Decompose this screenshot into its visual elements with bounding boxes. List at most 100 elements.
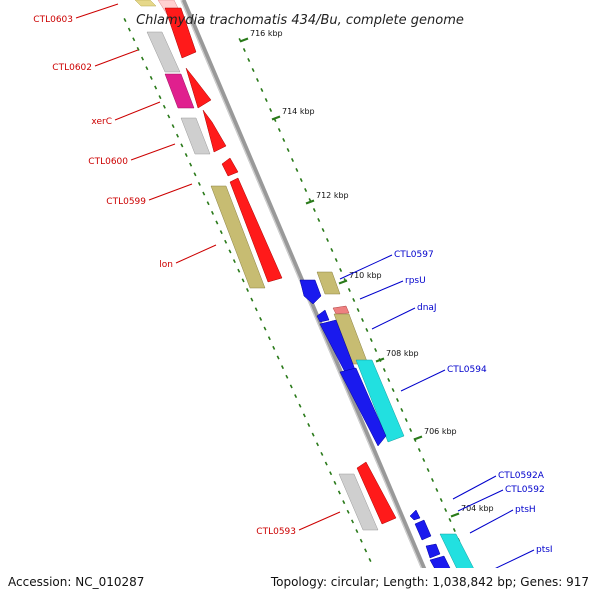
scale-dot <box>272 345 276 350</box>
gene-label-right[interactable]: ptsI <box>536 545 553 555</box>
gene-label-right[interactable]: CTL0594 <box>447 365 487 375</box>
scale-dot <box>356 308 360 312</box>
scale-dot <box>355 529 359 534</box>
gene-label-left[interactable]: CTL0593 <box>256 527 296 537</box>
scale-dot <box>364 548 368 553</box>
gene-feature-ctl0597-tan <box>316 271 341 295</box>
gene-feature-xerc-pink <box>164 73 195 109</box>
leader-line <box>400 369 446 392</box>
tick-label: 706 kbp <box>424 427 457 436</box>
scale-dot <box>350 519 355 524</box>
scale-dot <box>339 268 343 272</box>
scale-dot <box>167 114 171 119</box>
leader-line <box>359 280 404 300</box>
gene-label-left[interactable]: CTL0603 <box>33 15 73 25</box>
gene-features <box>134 0 474 568</box>
gene-feature-ptsh-blue <box>425 543 441 559</box>
scale-dot <box>302 413 306 418</box>
scale-dot <box>439 498 443 502</box>
gene-feature-ctl0593-red <box>356 461 397 525</box>
scale-dot <box>140 56 145 61</box>
scale-dot <box>260 88 264 92</box>
gene-feature-ctl0600-grey <box>180 117 211 155</box>
scale-dot <box>189 162 193 167</box>
scale-dot <box>219 230 223 235</box>
scale-dot <box>435 488 439 492</box>
scale-dot <box>197 181 201 186</box>
scale-dot <box>324 461 328 466</box>
gene-label-left[interactable]: CTL0602 <box>52 63 92 73</box>
scale-dot <box>224 239 228 244</box>
gene-feature-lon-red <box>229 177 283 283</box>
scale-dot <box>365 328 369 332</box>
scale-dot <box>395 398 400 402</box>
scale-dot <box>251 68 255 72</box>
gene-feature-ctl0597-blue <box>299 279 322 305</box>
scale-dot <box>315 442 320 447</box>
scale-dot <box>391 388 395 392</box>
scale-dot <box>242 48 246 52</box>
scale-dot <box>282 138 286 142</box>
scale-dot <box>171 124 175 129</box>
leader-line <box>339 254 393 280</box>
gene-label-right[interactable]: ptsH <box>515 505 536 515</box>
scale-dot <box>329 471 333 476</box>
scale-dot <box>307 423 311 427</box>
scale-dot <box>452 528 456 532</box>
scale-dot <box>360 318 365 322</box>
scale-dots <box>123 18 470 562</box>
tick-label: 714 kbp <box>282 107 315 116</box>
scale-dot <box>180 143 184 148</box>
scale-dot <box>430 478 435 482</box>
gene-feature-ctl0592-blue <box>414 519 432 541</box>
tick-label: 704 kbp <box>461 504 494 513</box>
scale-dot <box>250 297 254 302</box>
scale-dot <box>232 259 236 264</box>
gene-label-left[interactable]: CTL0599 <box>106 197 146 207</box>
scale-dot <box>269 108 273 112</box>
scale-dot <box>400 408 404 412</box>
leader-line <box>371 307 416 330</box>
scale-dot <box>158 95 162 100</box>
scale-dot <box>320 451 324 456</box>
scale-dot <box>202 191 206 196</box>
leader-line <box>457 489 504 512</box>
gene-label-right[interactable]: CTL0592A <box>498 471 545 481</box>
gene-feature-lon-tan <box>210 185 266 289</box>
scale-dot <box>321 228 325 232</box>
gene-label-left[interactable]: CTL0600 <box>88 157 128 167</box>
leader-line <box>114 101 161 121</box>
scale-dot <box>136 46 140 51</box>
scale-dot <box>254 307 258 312</box>
scale-dot <box>215 220 219 225</box>
gene-label-right[interactable]: CTL0592 <box>505 485 545 495</box>
leader-line <box>452 475 497 500</box>
scale-dot <box>330 248 334 252</box>
scale-dot <box>369 338 373 342</box>
accession-text: Accession: NC_010287 <box>8 575 144 589</box>
scale-dot <box>325 238 330 242</box>
tick-mark <box>450 512 460 518</box>
gene-label-left[interactable]: xerC <box>91 117 112 127</box>
scale-dot <box>255 78 260 82</box>
gene-label-right[interactable]: rpsU <box>405 276 426 286</box>
scale-dot <box>154 85 158 90</box>
gene-label-right[interactable]: dnaJ <box>417 303 437 313</box>
gene-label-left[interactable]: lon <box>159 260 173 270</box>
scale-dot <box>404 418 408 422</box>
tick-mark <box>271 115 281 121</box>
gene-feature-ctl0602-grey <box>146 31 181 73</box>
tick-label: 708 kbp <box>386 349 419 358</box>
tick-mark <box>239 37 249 43</box>
gene-feature-ctl0594-cyan <box>355 359 405 443</box>
scale-dot <box>247 58 251 62</box>
scale-dot <box>294 394 298 399</box>
gene-label-right[interactable]: CTL0597 <box>394 250 434 260</box>
scale-dot <box>368 558 372 562</box>
tick-label: 716 kbp <box>250 29 283 38</box>
leader-line <box>298 511 341 531</box>
scale-dot <box>206 201 210 206</box>
tick-label: 710 kbp <box>349 271 382 280</box>
gene-feature-ctl0593-grey <box>338 473 379 531</box>
scale-dot <box>346 509 350 514</box>
